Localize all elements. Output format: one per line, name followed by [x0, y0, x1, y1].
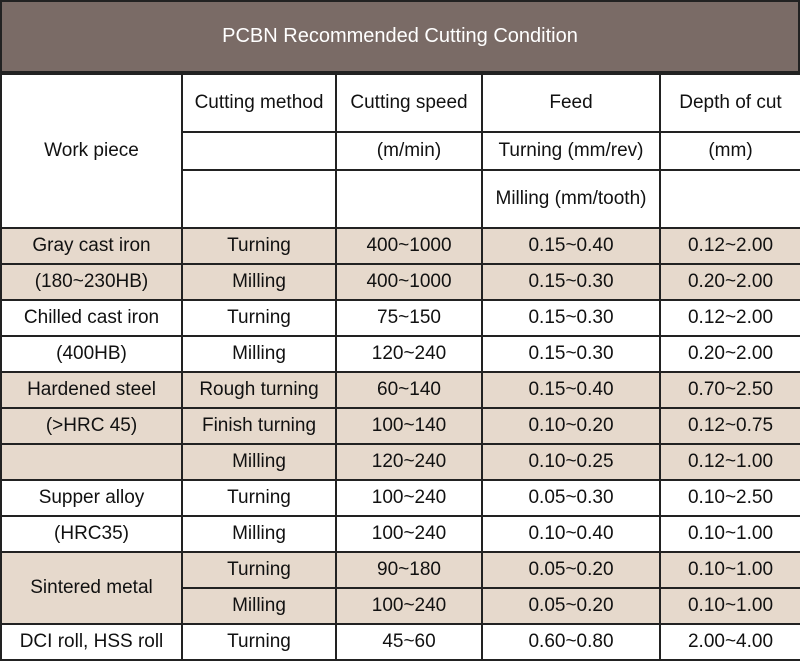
- cell-feed: 0.15~0.30: [481, 335, 661, 373]
- cell-work-piece: Supper alloy: [0, 479, 183, 517]
- header-cutting-speed: Cutting speed: [335, 73, 483, 133]
- table-row: (180~230HB) Milling 400~1000 0.15~0.30 0…: [0, 263, 800, 301]
- cell-method: Milling: [181, 443, 337, 481]
- cell-feed: 0.15~0.30: [481, 299, 661, 337]
- cell-work-piece: DCI roll, HSS roll: [0, 623, 183, 661]
- cell-work-piece: (>HRC 45): [0, 407, 183, 445]
- cell-method: Turning: [181, 227, 337, 265]
- cutting-condition-table: Work piece Cutting method Cutting speed …: [0, 73, 800, 661]
- cell-depth: 0.10~1.00: [659, 587, 800, 625]
- cell-speed: 100~240: [335, 479, 483, 517]
- cell-work-piece: Hardened steel: [0, 371, 183, 409]
- table-row: Hardened steel Rough turning 60~140 0.15…: [0, 371, 800, 409]
- cell-speed: 75~150: [335, 299, 483, 337]
- cell-speed: 100~140: [335, 407, 483, 445]
- header-speed-unit: (m/min): [335, 131, 483, 171]
- cell-method: Milling: [181, 587, 337, 625]
- header-feed-turning-unit: Turning (mm/rev): [481, 131, 661, 171]
- header-milling-row: Milling (mm/tooth): [1, 169, 800, 229]
- cell-speed: 400~1000: [335, 227, 483, 265]
- cell-work-piece: (180~230HB): [0, 263, 183, 301]
- cell-feed: 0.15~0.30: [481, 263, 661, 301]
- header-method-blank: [181, 131, 337, 171]
- header-cutting-method: Cutting method: [181, 73, 337, 133]
- cell-feed: 0.15~0.40: [481, 227, 661, 265]
- header-speed-blank: [335, 169, 483, 229]
- cell-work-piece: Chilled cast iron: [0, 299, 183, 337]
- cell-speed: 400~1000: [335, 263, 483, 301]
- cell-speed: 120~240: [335, 335, 483, 373]
- cell-speed: 120~240: [335, 443, 483, 481]
- table-row: (400HB) Milling 120~240 0.15~0.30 0.20~2…: [0, 335, 800, 373]
- cell-method: Milling: [181, 263, 337, 301]
- cell-speed: 100~240: [335, 587, 483, 625]
- cell-speed: 100~240: [335, 515, 483, 553]
- cell-depth: 0.20~2.00: [659, 263, 800, 301]
- cell-depth: 2.00~4.00: [659, 623, 800, 661]
- cell-feed: 0.10~0.40: [481, 515, 661, 553]
- cell-work-piece: [0, 443, 183, 481]
- cell-depth: 0.70~2.50: [659, 371, 800, 409]
- cell-depth: 0.12~0.75: [659, 407, 800, 445]
- table-row: DCI roll, HSS roll Turning 45~60 0.60~0.…: [0, 623, 800, 661]
- cell-method: Rough turning: [181, 371, 337, 409]
- cell-depth: 0.20~2.00: [659, 335, 800, 373]
- cell-feed: 0.10~0.20: [481, 407, 661, 445]
- cell-method: Turning: [181, 623, 337, 661]
- table-row: Supper alloy Turning 100~240 0.05~0.30 0…: [0, 479, 800, 517]
- cell-speed: 45~60: [335, 623, 483, 661]
- header-depth-of-cut: Depth of cut: [659, 73, 800, 133]
- cell-feed: 0.15~0.40: [481, 371, 661, 409]
- cell-method: Turning: [181, 299, 337, 337]
- header-depth-unit: (mm): [659, 131, 800, 171]
- header-feed-milling-unit: Milling (mm/tooth): [481, 169, 661, 229]
- cell-feed: 0.10~0.25: [481, 443, 661, 481]
- header-row: Work piece Cutting method Cutting speed …: [0, 73, 800, 229]
- header-depth-blank: [659, 169, 800, 229]
- table-row: Milling 120~240 0.10~0.25 0.12~1.00: [0, 443, 800, 481]
- cell-work-piece: (HRC35): [0, 515, 183, 553]
- cell-depth: 0.10~1.00: [659, 551, 800, 589]
- cell-depth: 0.10~2.50: [659, 479, 800, 517]
- cell-depth: 0.12~1.00: [659, 443, 800, 481]
- cell-method: Milling: [181, 335, 337, 373]
- cell-method: Turning: [181, 479, 337, 517]
- cell-work-piece: (400HB): [0, 335, 183, 373]
- table-row: Sintered metal Turning 90~180 0.05~0.20 …: [0, 551, 800, 625]
- header-units-row: (m/min) Turning (mm/rev) (mm): [1, 131, 800, 171]
- cell-feed: 0.05~0.20: [481, 587, 661, 625]
- cell-feed: 0.05~0.20: [481, 551, 661, 589]
- cell-depth: 0.12~2.00: [659, 299, 800, 337]
- cell-work-piece: Sintered metal: [0, 551, 183, 625]
- table-title: PCBN Recommended Cutting Condition: [0, 0, 800, 73]
- cell-method: Finish turning: [181, 407, 337, 445]
- cell-speed: 60~140: [335, 371, 483, 409]
- header-work-piece: Work piece: [0, 73, 183, 229]
- cell-depth: 0.12~2.00: [659, 227, 800, 265]
- cell-method: Milling: [181, 515, 337, 553]
- table-row: Gray cast iron Turning 400~1000 0.15~0.4…: [0, 227, 800, 265]
- cell-work-piece: Gray cast iron: [0, 227, 183, 265]
- table-row: (>HRC 45) Finish turning 100~140 0.10~0.…: [0, 407, 800, 445]
- header-feed: Feed: [481, 73, 661, 133]
- cell-method: Turning: [181, 551, 337, 589]
- cell-speed: 90~180: [335, 551, 483, 589]
- header-method-blank-2: [181, 169, 337, 229]
- table-row: Chilled cast iron Turning 75~150 0.15~0.…: [0, 299, 800, 337]
- cell-depth: 0.10~1.00: [659, 515, 800, 553]
- cell-feed: 0.60~0.80: [481, 623, 661, 661]
- table-row: Milling 100~240 0.05~0.20 0.10~1.00: [1, 587, 800, 625]
- cell-feed: 0.05~0.30: [481, 479, 661, 517]
- table-row: (HRC35) Milling 100~240 0.10~0.40 0.10~1…: [0, 515, 800, 553]
